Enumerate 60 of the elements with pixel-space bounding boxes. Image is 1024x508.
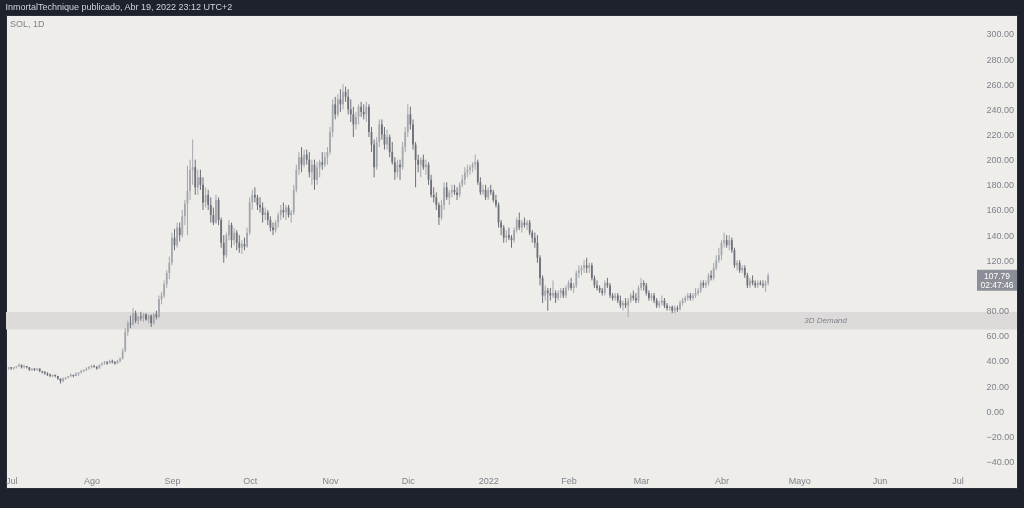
- candlestick: [552, 279, 554, 299]
- x-tick-label: Mayo: [788, 476, 811, 486]
- candlestick: [88, 365, 90, 371]
- candlestick: [469, 164, 471, 176]
- candlestick: [145, 312, 147, 322]
- candlestick: [132, 307, 134, 327]
- x-tick-label: Feb: [561, 476, 577, 486]
- x-tick-label: Jun: [872, 476, 888, 486]
- candlestick: [342, 83, 344, 110]
- x-tick-label: Abr: [714, 476, 729, 486]
- x-tick-label: Nov: [322, 476, 340, 486]
- candlestick: [316, 161, 318, 186]
- candlestick: [158, 295, 160, 319]
- x-tick-label: Sep: [164, 476, 181, 486]
- candlestick: [762, 279, 764, 289]
- candlestick: [215, 194, 217, 225]
- y-tick-label: 0.00: [986, 406, 1005, 417]
- candlestick: [178, 222, 181, 242]
- chart-subtitle: SOL, 1D: [10, 19, 46, 29]
- x-tick-label: Ago: [84, 476, 101, 486]
- x-tick-label: Oct: [243, 476, 258, 486]
- y-tick-label: −40.00: [986, 457, 1015, 468]
- y-tick-label: 180.00: [986, 180, 1015, 191]
- y-tick-label: 260.00: [986, 79, 1015, 90]
- candlestick: [18, 362, 20, 368]
- y-tick-label: 200.00: [986, 155, 1015, 166]
- y-tick-label: 140.00: [986, 230, 1015, 241]
- candlestick: [596, 279, 598, 291]
- candlestick: [635, 292, 637, 304]
- x-tick-label: Mar: [633, 476, 650, 486]
- y-tick-label: 280.00: [986, 54, 1015, 65]
- candlestick: [456, 186, 458, 201]
- annotation: 02:47:46: [980, 279, 1014, 290]
- x-tick-label: Jul: [952, 476, 964, 486]
- y-tick-label: −20.00: [986, 431, 1015, 442]
- candlestick: [336, 93, 339, 118]
- y-tick-label: 300.00: [986, 29, 1015, 40]
- y-tick-label: 40.00: [986, 356, 1010, 367]
- candlestick: [233, 227, 236, 246]
- candlestick: [609, 282, 611, 299]
- candlestick: [622, 300, 624, 312]
- y-tick-label: 220.00: [986, 130, 1015, 141]
- chart-title: InmortalTechnique publicado, Abr 19, 2022 23:12 UTC+2: [5, 2, 233, 12]
- y-tick-label: 20.00: [986, 381, 1010, 392]
- candlestick: [565, 284, 567, 299]
- candlestick: [285, 204, 287, 221]
- x-tick-label: 2022: [478, 476, 499, 486]
- y-tick-label: 80.00: [986, 306, 1010, 317]
- y-tick-label: 240.00: [986, 104, 1015, 115]
- candlestick: [235, 229, 238, 251]
- candlestick: [176, 222, 178, 249]
- band-label: 3D Demand: [804, 315, 848, 325]
- y-tick-label: 160.00: [986, 205, 1015, 216]
- candlestick: [749, 277, 751, 289]
- y-tick-label: 120.00: [986, 255, 1015, 266]
- candlestick: [323, 151, 326, 168]
- y-tick-label: 60.00: [986, 331, 1010, 342]
- annotation: 107.79: [984, 270, 1011, 281]
- x-tick-label: Dic: [401, 476, 416, 486]
- candlestick: [679, 300, 681, 312]
